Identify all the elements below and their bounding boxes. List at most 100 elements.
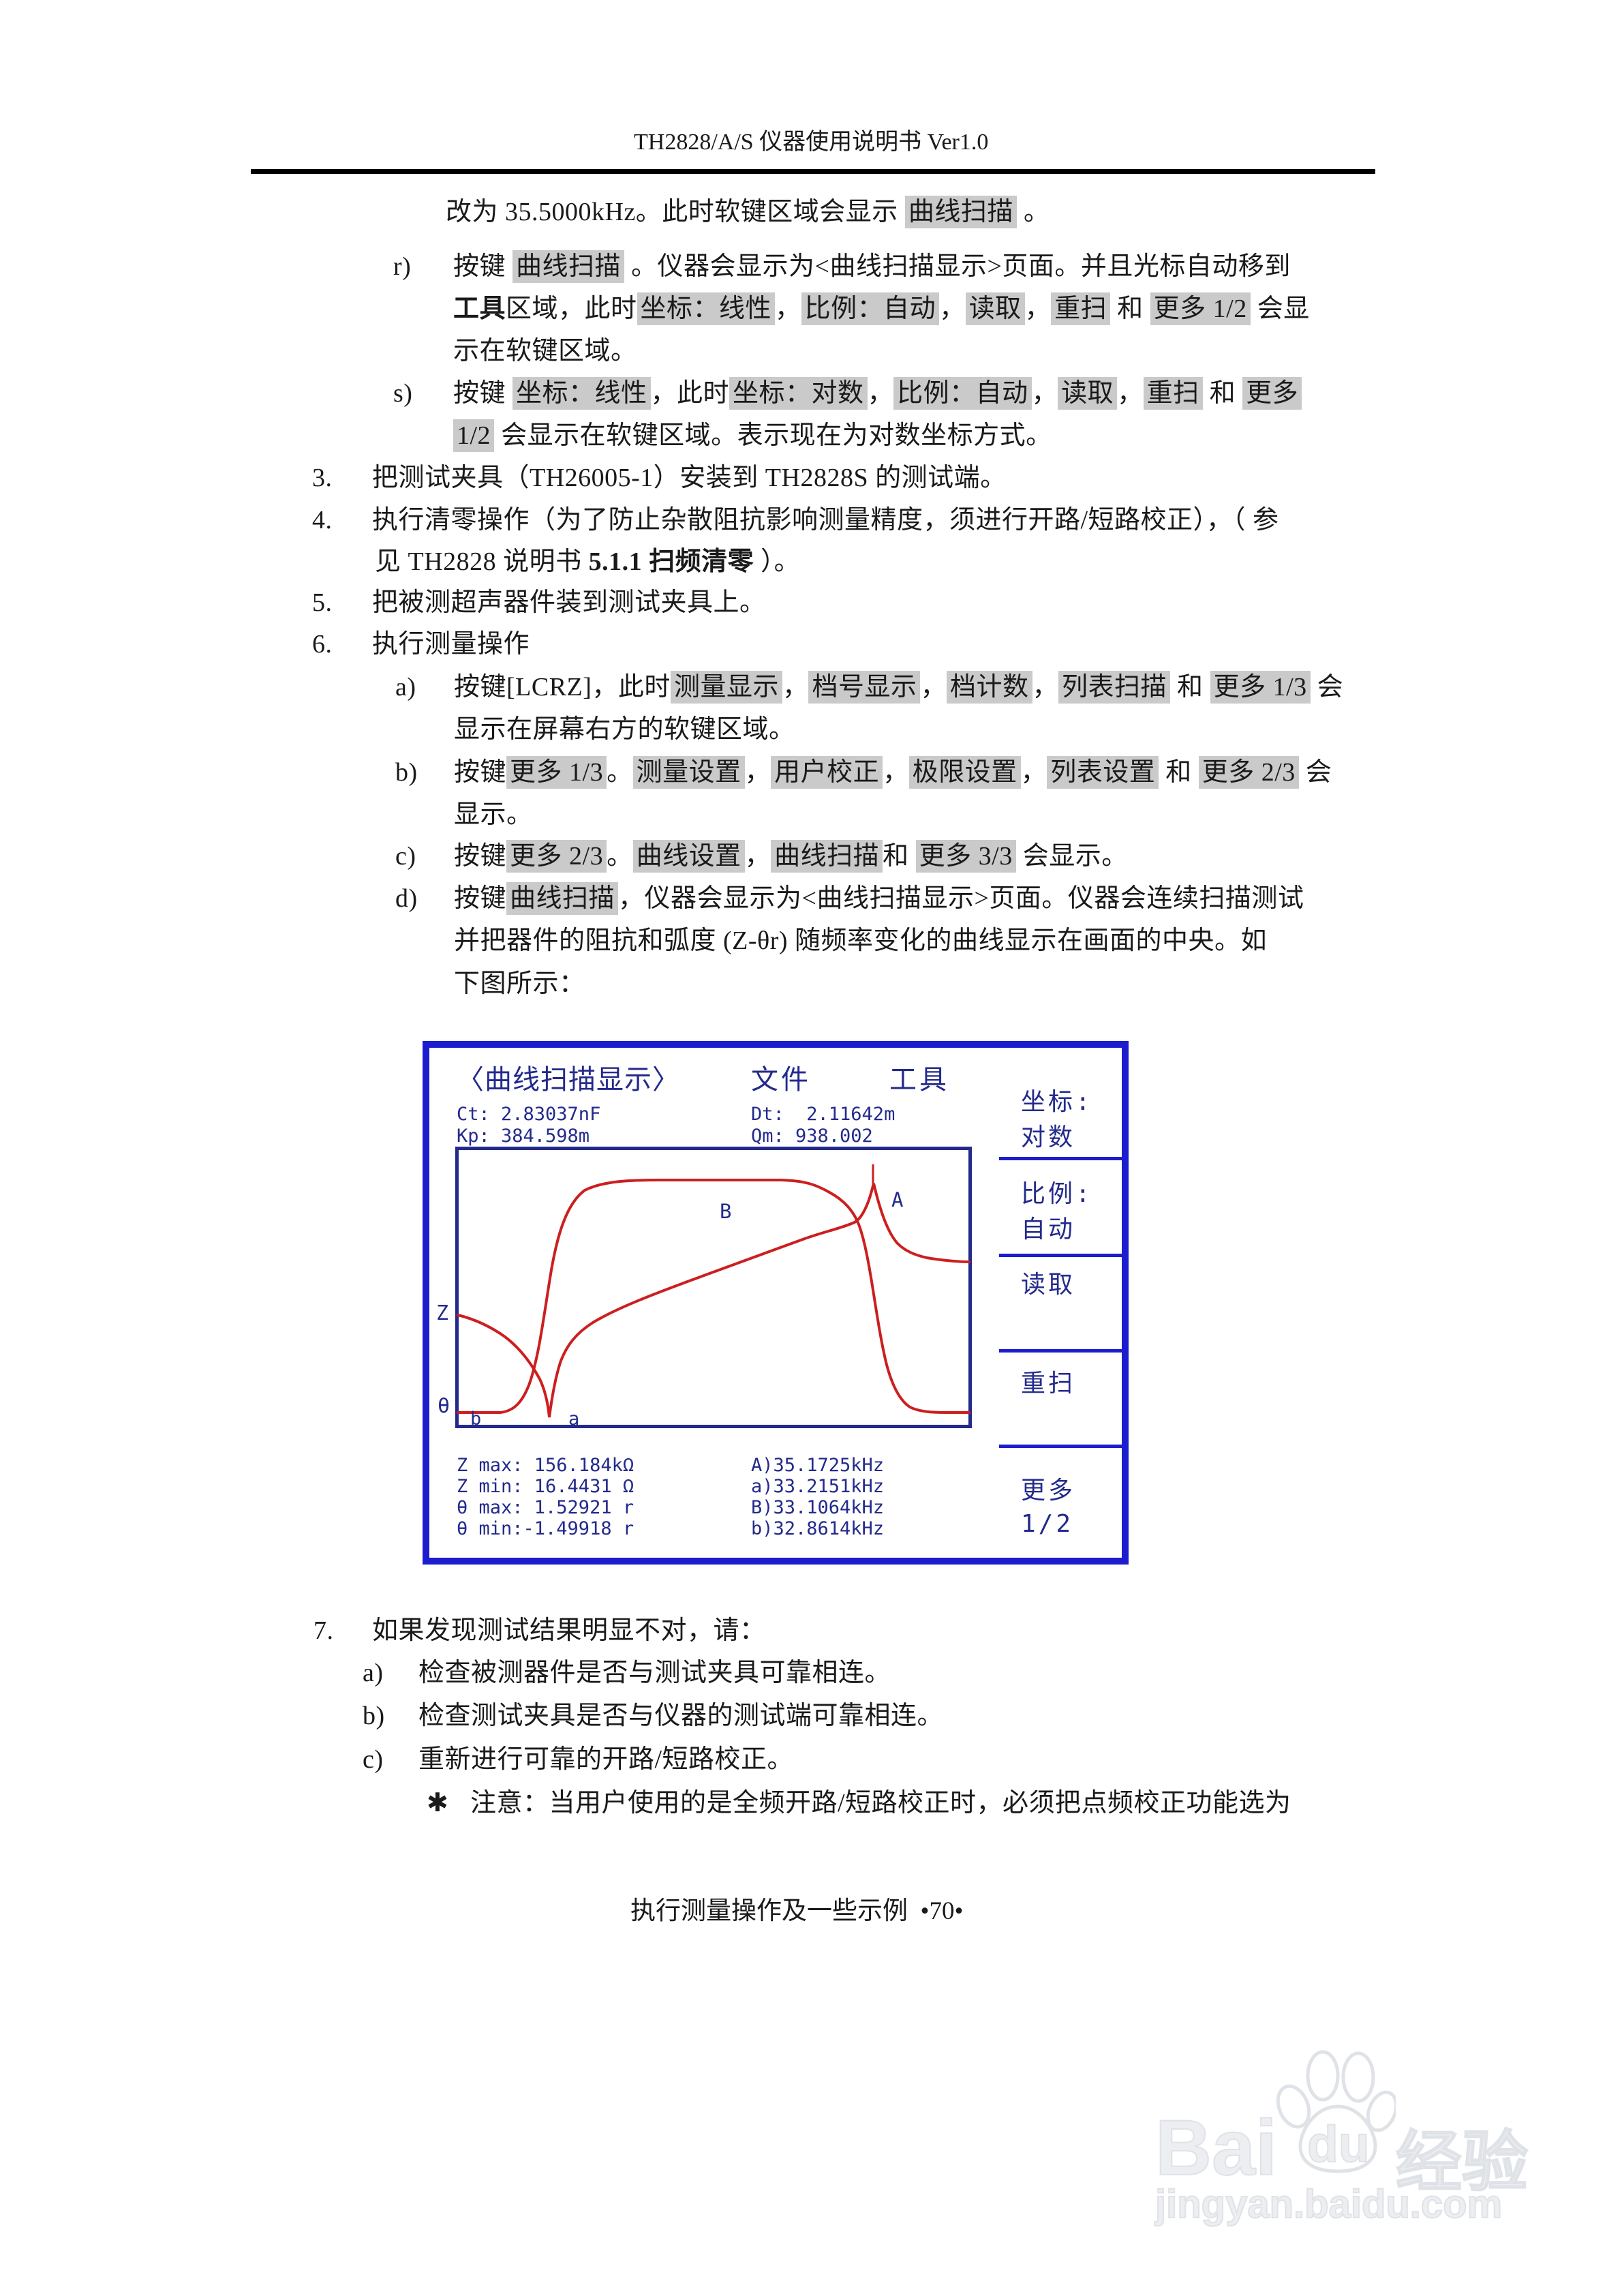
softkey-ref-chip: 列表扫描 — [1058, 671, 1171, 704]
softkey-ref-chip: 更多 3/3 — [915, 840, 1016, 873]
watermark-brand-text: 经验 — [1395, 2124, 1529, 2200]
text-segment: ， — [1032, 673, 1059, 701]
softkey-more-line2: 1/2 — [1021, 1510, 1074, 1538]
sweep-curves-svg: b a B A — [455, 1147, 972, 1430]
text-segment: 按键 — [453, 252, 513, 281]
text-segment: 显示。 — [454, 800, 533, 829]
softkey-ref-chip: 曲线扫描 — [506, 882, 619, 915]
softkey-scale-line2: 自动 — [1021, 1215, 1076, 1243]
text-segment: 。仪器会显示为<曲线扫描显示>页面。并且光标自动移到 — [624, 252, 1291, 281]
softkey-ref-chip: 测量显示 — [670, 671, 782, 704]
softkey-ref-chip: 更多 — [1242, 377, 1302, 410]
text-segment: 和 — [1202, 379, 1243, 408]
text-segment: 显示在屏幕右方的软键区域。 — [454, 715, 795, 744]
marker-a-label: a — [568, 1408, 579, 1428]
text-segment: ， — [883, 758, 909, 787]
list-marker: 6. — [312, 630, 333, 659]
theta-curve — [457, 1179, 970, 1414]
list-marker: 7. — [313, 1616, 334, 1645]
impedance-sweep-plot: b a B A — [455, 1147, 972, 1430]
doc-line: 显示在屏幕右方的软键区域。 — [454, 714, 795, 745]
text-segment: ，此时 — [650, 379, 730, 408]
softkey-ref-chip: 极限设置 — [908, 756, 1021, 789]
doc-line: 重新进行可靠的开路/短路校正。 — [418, 1744, 793, 1775]
doc-line: 把被测超声器件装到测试夹具上。 — [372, 587, 766, 618]
softkey-separator — [999, 1254, 1122, 1257]
softkey-ref-chip: 列表设置 — [1047, 756, 1159, 789]
list-marker: a) — [395, 673, 416, 701]
doc-line: 1/2 会显示在软键区域。表示现在为对数坐标方式。 — [453, 419, 1052, 452]
text-segment: 区域，此时 — [506, 294, 637, 323]
readout-dt: Dt: 2.11642m — [751, 1104, 896, 1125]
softkey-separator — [999, 1349, 1122, 1353]
text-segment: 和 — [1170, 673, 1210, 701]
instrument-screen-figure: 〈曲线扫描显示〉 文件 工具 Ct: 2.83037nF Dt: 2.11642… — [423, 1041, 1129, 1565]
text-segment: 执行清零操作（为了防止杂散阻抗影响测量精度，须进行开路/短路校正），（ 参 — [372, 506, 1279, 534]
doc-line: 按键 曲线扫描 。仪器会显示为<曲线扫描显示>页面。并且光标自动移到 — [453, 250, 1291, 283]
text-segment: ， — [1020, 758, 1047, 787]
doc-line: 下图所示： — [454, 968, 585, 999]
doc-line: 检查测试夹具是否与仪器的测试端可靠相连。 — [418, 1700, 943, 1732]
text-segment: 把被测超声器件装到测试夹具上。 — [372, 588, 766, 617]
meas-thetamax: θ max: 1.52921 r — [457, 1497, 634, 1518]
meas-zmax: Z max: 156.184kΩ — [457, 1455, 634, 1476]
text-segment: 执行测量操作 — [372, 630, 530, 659]
screen-menu-file: 文件 — [751, 1064, 811, 1096]
screen-menu-tools: 工具 — [889, 1064, 949, 1096]
doc-line: 按键 曲线扫描 ，仪器会显示为<曲线扫描显示>页面。仪器会连续扫描测试 — [454, 882, 1304, 915]
softkey-separator — [999, 1157, 1122, 1160]
text-segment: 和 — [1159, 758, 1199, 787]
list-marker: b) — [395, 758, 418, 787]
text-segment: 会 — [1298, 758, 1332, 787]
doc-line: 执行清零操作（为了防止杂散阻抗影响测量精度，须进行开路/短路校正），（ 参 — [372, 504, 1279, 536]
list-marker: r) — [393, 252, 412, 281]
text-segment: 按键[LCRZ]，此时 — [454, 673, 671, 701]
doc-line: 按键 更多 1/3。测量设置，用户校正，极限设置，列表设置 和 更多 2/3 会 — [454, 756, 1332, 789]
text-segment: 5.1.1 扫频清零 — [588, 547, 754, 576]
softkey-more-line1: 更多 — [1021, 1477, 1076, 1505]
list-marker: b) — [363, 1702, 385, 1730]
meas-freq-A: A)35.1725kHz — [751, 1455, 885, 1476]
text-segment: 把测试夹具（TH26005-1）安装到 TH2828S 的测试端。 — [372, 464, 1007, 492]
softkey-ref-chip: 测量设置 — [632, 756, 745, 789]
baidu-paw-icon — [1276, 2050, 1396, 2173]
text-segment: ， — [1117, 379, 1144, 408]
softkey-ref-chip: 重扫 — [1143, 377, 1203, 410]
text-segment: 下图所示： — [454, 969, 585, 998]
doc-line: 并把器件的阻抗和弧度 (Z-θr) 随频率变化的曲线显示在画面的中央。如 — [454, 925, 1267, 956]
watermark-du-text: du — [1306, 2115, 1371, 2173]
list-marker: a) — [363, 1659, 384, 1687]
softkey-resweep: 重扫 — [1021, 1370, 1076, 1398]
softkey-ref-chip: 重扫 — [1051, 292, 1111, 325]
text-segment: ，仪器会显示为<曲线扫描显示>页面。仪器会连续扫描测试 — [618, 884, 1304, 913]
text-segment: 会 — [1310, 673, 1344, 701]
text-segment: 会显 — [1250, 294, 1310, 323]
doc-line: 如果发现测试结果明显不对，请： — [372, 1615, 766, 1646]
softkey-ref-chip: 档号显示 — [808, 671, 921, 704]
text-segment: 工具 — [453, 294, 506, 323]
page-header-title: TH2828/A/S 仪器使用说明书 Ver1.0 — [634, 130, 989, 155]
text-segment: 如果发现测试结果明显不对，请： — [372, 1616, 766, 1645]
doc-line: 把测试夹具（TH26005-1）安装到 TH2828S 的测试端。 — [372, 462, 1007, 494]
marker-B-label: B — [720, 1200, 731, 1223]
text-segment: 会显示在软键区域。表示现在为对数坐标方式。 — [494, 421, 1052, 450]
doc-line: 按键[LCRZ]，此时 测量显示，档号显示，档计数，列表扫描 和 更多 1/3 会 — [454, 671, 1344, 704]
text-segment: 会显示。 — [1015, 842, 1128, 871]
text-segment: 和 — [883, 842, 916, 871]
softkey-coord-line2: 对数 — [1021, 1123, 1076, 1151]
doc-line: 见 TH2828 说明书 5.1.1 扫频清零 ）。 — [375, 546, 800, 577]
text-segment: ， — [782, 673, 809, 701]
text-segment: 见 TH2828 说明书 — [375, 547, 589, 576]
text-segment: 。 — [607, 758, 633, 787]
doc-line: 按键 坐标：线性 ，此时 坐标：对数，比例：自动，读取，重扫 和 更多 — [453, 377, 1302, 410]
text-segment: 检查测试夹具是否与仪器的测试端可靠相连。 — [418, 1702, 944, 1730]
softkey-ref-chip: 读取 — [1058, 377, 1118, 410]
doc-line: 检查被测器件是否与测试夹具可靠相连。 — [418, 1657, 891, 1689]
watermark-bai-text: Bai — [1154, 2104, 1278, 2192]
softkey-separator — [999, 1445, 1122, 1448]
softkey-ref-chip: 坐标：线性 — [512, 377, 651, 410]
meas-freq-B: B)33.1064kHz — [751, 1497, 885, 1518]
softkey-ref-chip: 更多 1/3 — [1210, 671, 1311, 704]
header-rule — [251, 169, 1375, 174]
meas-thetamin: θ min:-1.49918 r — [457, 1518, 634, 1539]
